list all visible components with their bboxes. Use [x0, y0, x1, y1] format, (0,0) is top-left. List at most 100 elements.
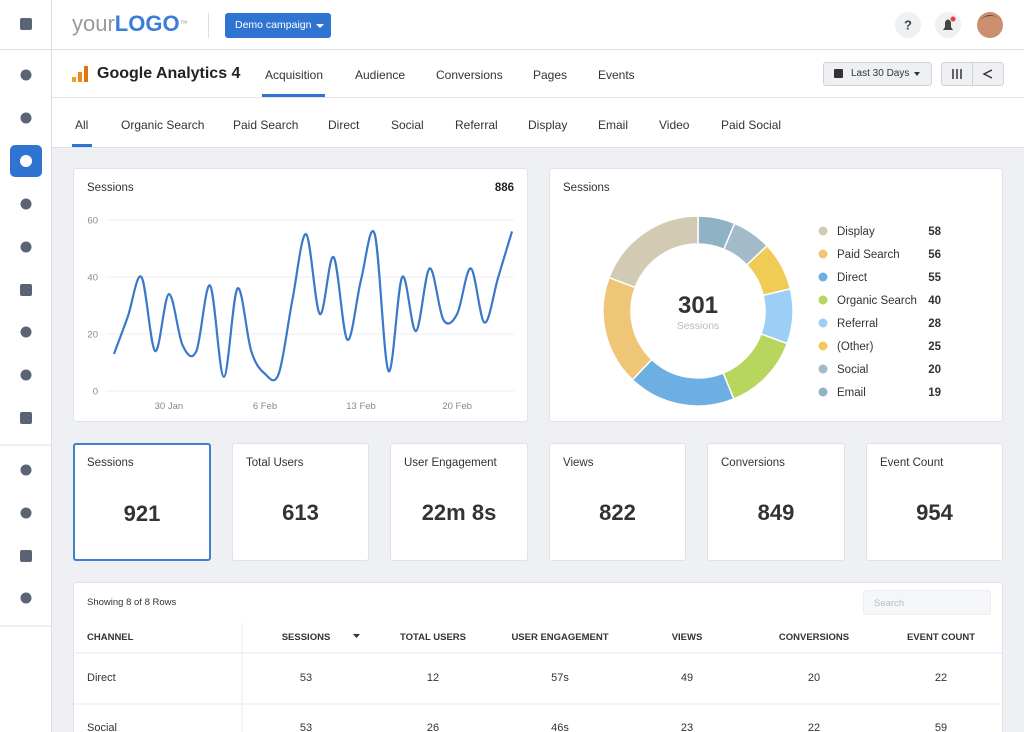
sidebar-icon[interactable] — [20, 18, 32, 30]
table-cell: 20 — [807, 672, 821, 684]
kpi-value: 921 — [123, 501, 161, 526]
analytics-title: Google Analytics 4 — [97, 65, 241, 82]
table-cell: 12 — [426, 672, 440, 684]
kpi-value: 613 — [282, 500, 319, 525]
column-header[interactable]: VIEWS — [671, 632, 703, 643]
campaign-label: Demo campaign — [235, 19, 312, 31]
legend-swatch — [818, 272, 828, 282]
sidebar-icons — [0, 18, 52, 627]
table-cell: Direct — [87, 672, 116, 684]
kpi-card[interactable]: Total Users 613 — [232, 443, 369, 561]
donut-center-label: Sessions — [677, 320, 720, 332]
sidebar-icon[interactable] — [20, 198, 32, 210]
filter-tab[interactable]: Referral — [455, 118, 498, 132]
table-cell: 46s — [551, 722, 569, 732]
filter-tab[interactable]: Paid Social — [721, 118, 782, 132]
kpi-value: 822 — [599, 500, 636, 525]
column-header[interactable]: SESSIONS — [281, 632, 331, 643]
legend-value: 56 — [928, 249, 941, 261]
legend-label: Direct — [837, 272, 868, 284]
sidebar-icon[interactable] — [20, 284, 32, 296]
ga-bar — [84, 66, 88, 82]
legend-value: 25 — [928, 341, 941, 353]
table-card: Showing 8 of 8 Rows Search CHANNEL SESSIONS… — [73, 582, 1003, 732]
kpi-label: Views — [563, 457, 594, 469]
y-tick-label: 40 — [87, 273, 98, 284]
nav-tab[interactable]: Events — [598, 68, 635, 82]
filter-tab[interactable]: Direct — [328, 118, 360, 132]
table-cell: 22 — [934, 672, 948, 684]
settings-button[interactable] — [941, 62, 973, 86]
logo-prefix: your — [72, 11, 115, 36]
date-range-button[interactable]: Last 30 Days — [823, 62, 932, 86]
nav-tab[interactable]: Conversions — [436, 68, 503, 82]
legend-value: 19 — [928, 387, 941, 399]
legend-swatch — [818, 226, 828, 236]
sidebar-icon[interactable] — [20, 112, 32, 124]
kpi-value: 22m 8s — [421, 500, 497, 525]
chart-total: 886 — [494, 182, 514, 194]
x-tick-label: 13 Feb — [346, 401, 376, 412]
sidebar-icon[interactable] — [20, 241, 32, 253]
kpi-label: Event Count — [880, 457, 944, 469]
kpi-card[interactable]: User Engagement 22m 8s — [390, 443, 528, 561]
kpi-card[interactable]: Sessions 921 — [73, 443, 211, 561]
sidebar-icon[interactable] — [20, 369, 32, 381]
y-tick-label: 0 — [93, 387, 98, 398]
filter-tab[interactable]: Email — [598, 118, 629, 132]
legend-value: 40 — [928, 295, 941, 307]
filter-tab-underline — [72, 144, 92, 147]
legend-swatch — [818, 364, 828, 374]
sidebar-icon[interactable] — [20, 412, 32, 424]
legend-label: Paid Search — [837, 249, 900, 261]
legend-value: 28 — [928, 318, 941, 330]
column-header[interactable]: EVENT COUNT — [906, 632, 976, 643]
donut-total: 301 — [678, 292, 718, 319]
kpi-card[interactable]: Conversions 849 — [707, 443, 845, 561]
table-cell: 23 — [680, 722, 694, 732]
legend-label: (Other) — [837, 341, 874, 353]
filter-tab[interactable]: Social — [391, 118, 424, 132]
sidebar-icon[interactable] — [20, 464, 32, 476]
logo-divider — [208, 13, 209, 38]
logo-main: LOGO — [114, 11, 180, 36]
legend-value: 55 — [928, 272, 941, 284]
kpi-card[interactable]: Event Count 954 — [866, 443, 1003, 561]
sidebar-icon[interactable] — [20, 550, 32, 562]
y-tick-label: 20 — [87, 330, 98, 341]
nav-tab[interactable]: Audience — [355, 68, 406, 82]
share-button[interactable] — [972, 62, 1004, 86]
search-input[interactable]: Search — [863, 590, 991, 615]
kpi-card[interactable]: Views 822 — [549, 443, 686, 561]
column-header[interactable]: CHANNEL — [87, 632, 134, 643]
ga-bar — [78, 72, 82, 82]
sidebar-icon[interactable] — [20, 326, 32, 338]
notification-dot — [950, 16, 956, 22]
filter-tab[interactable]: Display — [528, 118, 568, 132]
filter-tab[interactable]: Video — [659, 118, 690, 132]
table-cell: 53 — [299, 672, 313, 684]
sidebar-icon[interactable] — [20, 592, 32, 604]
filter-tab[interactable]: Paid Search — [233, 118, 299, 132]
filter-tab[interactable]: All — [75, 118, 89, 132]
date-range-label: Last 30 Days — [851, 68, 910, 79]
legend-label: Email — [837, 387, 866, 399]
x-tick-label: 20 Feb — [442, 401, 472, 412]
column-header[interactable]: USER ENGAGEMENT — [511, 632, 609, 643]
sidebar-icon[interactable] — [20, 507, 32, 519]
chart-title: Sessions — [563, 182, 610, 194]
logo: yourLOGO™ — [72, 10, 188, 38]
campaign-button[interactable]: Demo campaign — [225, 13, 331, 38]
logo-mark: ™ — [179, 19, 188, 28]
column-header[interactable]: TOTAL USERS — [400, 632, 466, 643]
filter-tab[interactable]: Organic Search — [121, 118, 205, 132]
sidebar-icon[interactable] — [20, 69, 32, 81]
table-cell: 49 — [680, 672, 694, 684]
help-icon: ? — [904, 18, 912, 33]
nav-tab[interactable]: Acquisition — [265, 68, 324, 82]
nav-tab[interactable]: Pages — [533, 68, 568, 82]
legend-swatch — [818, 341, 828, 351]
column-header[interactable]: CONVERSIONS — [778, 632, 850, 643]
kpi-label: Conversions — [721, 457, 785, 469]
